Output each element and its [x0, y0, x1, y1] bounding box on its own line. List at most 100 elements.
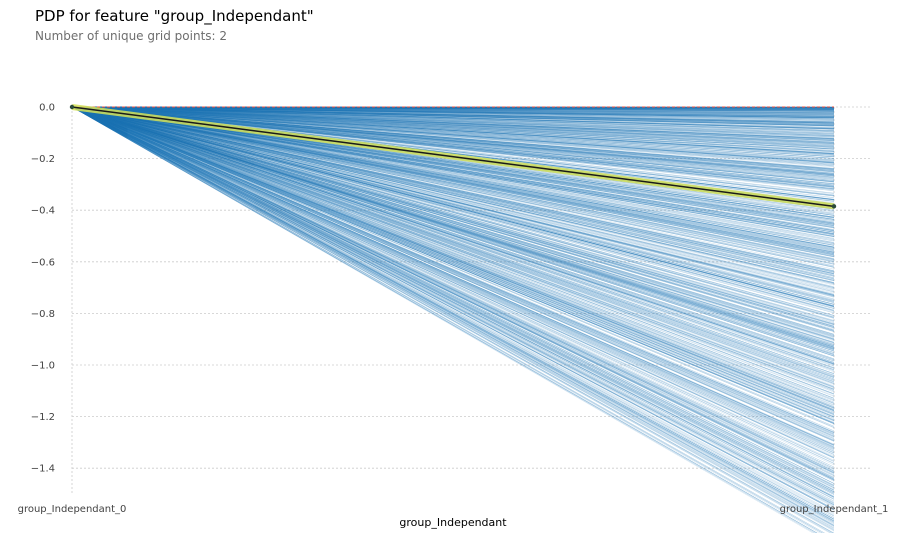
ice-line	[71, 106, 835, 115]
ice-line	[71, 106, 835, 178]
ice-line	[71, 106, 835, 302]
ice-line	[71, 106, 835, 409]
ice-line	[71, 106, 835, 371]
ice-line	[71, 106, 835, 140]
ice-line	[71, 106, 835, 171]
ice-line	[71, 106, 835, 380]
ice-line	[71, 106, 835, 253]
ice-line	[71, 106, 835, 115]
ice-line	[71, 106, 835, 502]
ice-line	[71, 106, 835, 345]
ice-line	[71, 106, 835, 124]
ice-line	[71, 106, 835, 336]
ice-line	[71, 106, 835, 248]
ice-line	[71, 106, 835, 339]
ice-line	[71, 106, 835, 115]
ice-line	[71, 106, 835, 225]
ice-line	[71, 106, 835, 147]
ice-line	[71, 106, 835, 327]
ice-line	[71, 106, 835, 173]
ice-line	[71, 106, 835, 111]
ice-line	[71, 106, 835, 390]
ice-line	[71, 106, 835, 291]
ice-line	[71, 106, 835, 148]
ice-line	[71, 106, 835, 245]
ice-line	[71, 106, 835, 525]
ice-line	[71, 106, 835, 421]
pdp-point	[69, 104, 75, 110]
ice-line	[71, 106, 835, 188]
ice-line	[71, 106, 835, 399]
ice-line	[71, 106, 818, 533]
ice-line	[71, 106, 835, 124]
ice-line	[71, 106, 835, 176]
ice-line	[71, 106, 835, 522]
ice-line	[71, 106, 835, 164]
ice-line	[71, 106, 835, 307]
ice-line	[71, 106, 835, 116]
ice-line	[71, 106, 835, 117]
ice-line	[71, 106, 835, 414]
ice-line	[71, 106, 835, 144]
ice-line	[71, 106, 835, 116]
ice-line	[71, 106, 835, 261]
ice-line	[71, 106, 835, 340]
ice-line	[71, 106, 835, 125]
ice-line	[71, 106, 835, 305]
ice-line	[71, 106, 835, 258]
ice-line	[71, 106, 835, 112]
ice-line	[71, 106, 835, 424]
ice-line	[71, 106, 835, 329]
ice-line	[71, 106, 835, 319]
ice-line	[71, 106, 835, 150]
ice-line	[71, 106, 835, 233]
ice-line	[71, 106, 835, 164]
ice-line	[71, 106, 835, 120]
ice-line	[71, 106, 835, 129]
ice-line	[71, 106, 835, 157]
ice-line	[71, 106, 835, 498]
ice-line	[71, 106, 835, 187]
ice-line	[71, 106, 835, 442]
ice-line	[71, 106, 835, 228]
ice-line	[71, 106, 835, 143]
ice-line	[71, 106, 835, 129]
ice-line	[71, 106, 835, 251]
ice-line	[71, 106, 835, 356]
ice-line	[71, 106, 835, 174]
ice-line	[71, 106, 835, 112]
ice-line	[71, 106, 835, 346]
ice-line	[71, 106, 835, 415]
ice-line	[71, 106, 835, 133]
ice-line	[71, 106, 835, 144]
ice-line	[71, 106, 835, 183]
ice-line	[71, 106, 835, 314]
ice-line	[71, 106, 835, 135]
ice-line	[71, 106, 835, 243]
ice-line	[71, 106, 835, 337]
ice-line	[71, 106, 835, 305]
ice-line	[71, 106, 835, 449]
ice-line	[71, 106, 835, 162]
ice-line	[71, 106, 835, 234]
ice-line	[71, 106, 835, 510]
ice-line	[71, 106, 835, 369]
ice-line	[71, 106, 835, 351]
ice-line	[71, 106, 835, 344]
ice-line	[71, 106, 835, 145]
ice-line	[71, 106, 835, 346]
ice-line	[71, 106, 835, 124]
ice-line	[71, 106, 835, 114]
ice-line	[71, 106, 835, 363]
ice-line	[71, 106, 835, 297]
ice-line	[71, 106, 835, 147]
ice-line	[71, 106, 835, 378]
ice-line	[71, 106, 835, 517]
ice-line	[71, 106, 835, 120]
ice-line	[71, 106, 835, 282]
ice-line	[71, 106, 835, 481]
ice-line	[71, 106, 835, 248]
ice-line	[71, 106, 815, 533]
ice-line	[71, 106, 835, 161]
ice-line	[71, 106, 835, 484]
